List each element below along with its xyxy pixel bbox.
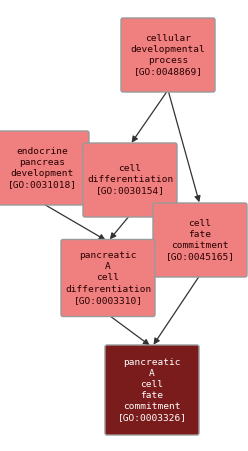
FancyBboxPatch shape: [83, 143, 177, 217]
FancyBboxPatch shape: [105, 345, 199, 435]
FancyBboxPatch shape: [0, 131, 89, 205]
Text: pancreatic
A
cell
differentiation
[GO:0003310]: pancreatic A cell differentiation [GO:00…: [65, 251, 151, 305]
Text: cellular
developmental
process
[GO:0048869]: cellular developmental process [GO:00488…: [131, 34, 205, 76]
Text: cell
fate
commitment
[GO:0045165]: cell fate commitment [GO:0045165]: [165, 219, 235, 261]
Text: pancreatic
A
cell
fate
commitment
[GO:0003326]: pancreatic A cell fate commitment [GO:00…: [118, 358, 186, 422]
Text: endocrine
pancreas
development
[GO:0031018]: endocrine pancreas development [GO:00310…: [7, 147, 76, 189]
FancyBboxPatch shape: [153, 203, 247, 277]
FancyBboxPatch shape: [121, 18, 215, 92]
FancyBboxPatch shape: [61, 239, 155, 317]
Text: cell
differentiation
[GO:0030154]: cell differentiation [GO:0030154]: [87, 165, 173, 196]
